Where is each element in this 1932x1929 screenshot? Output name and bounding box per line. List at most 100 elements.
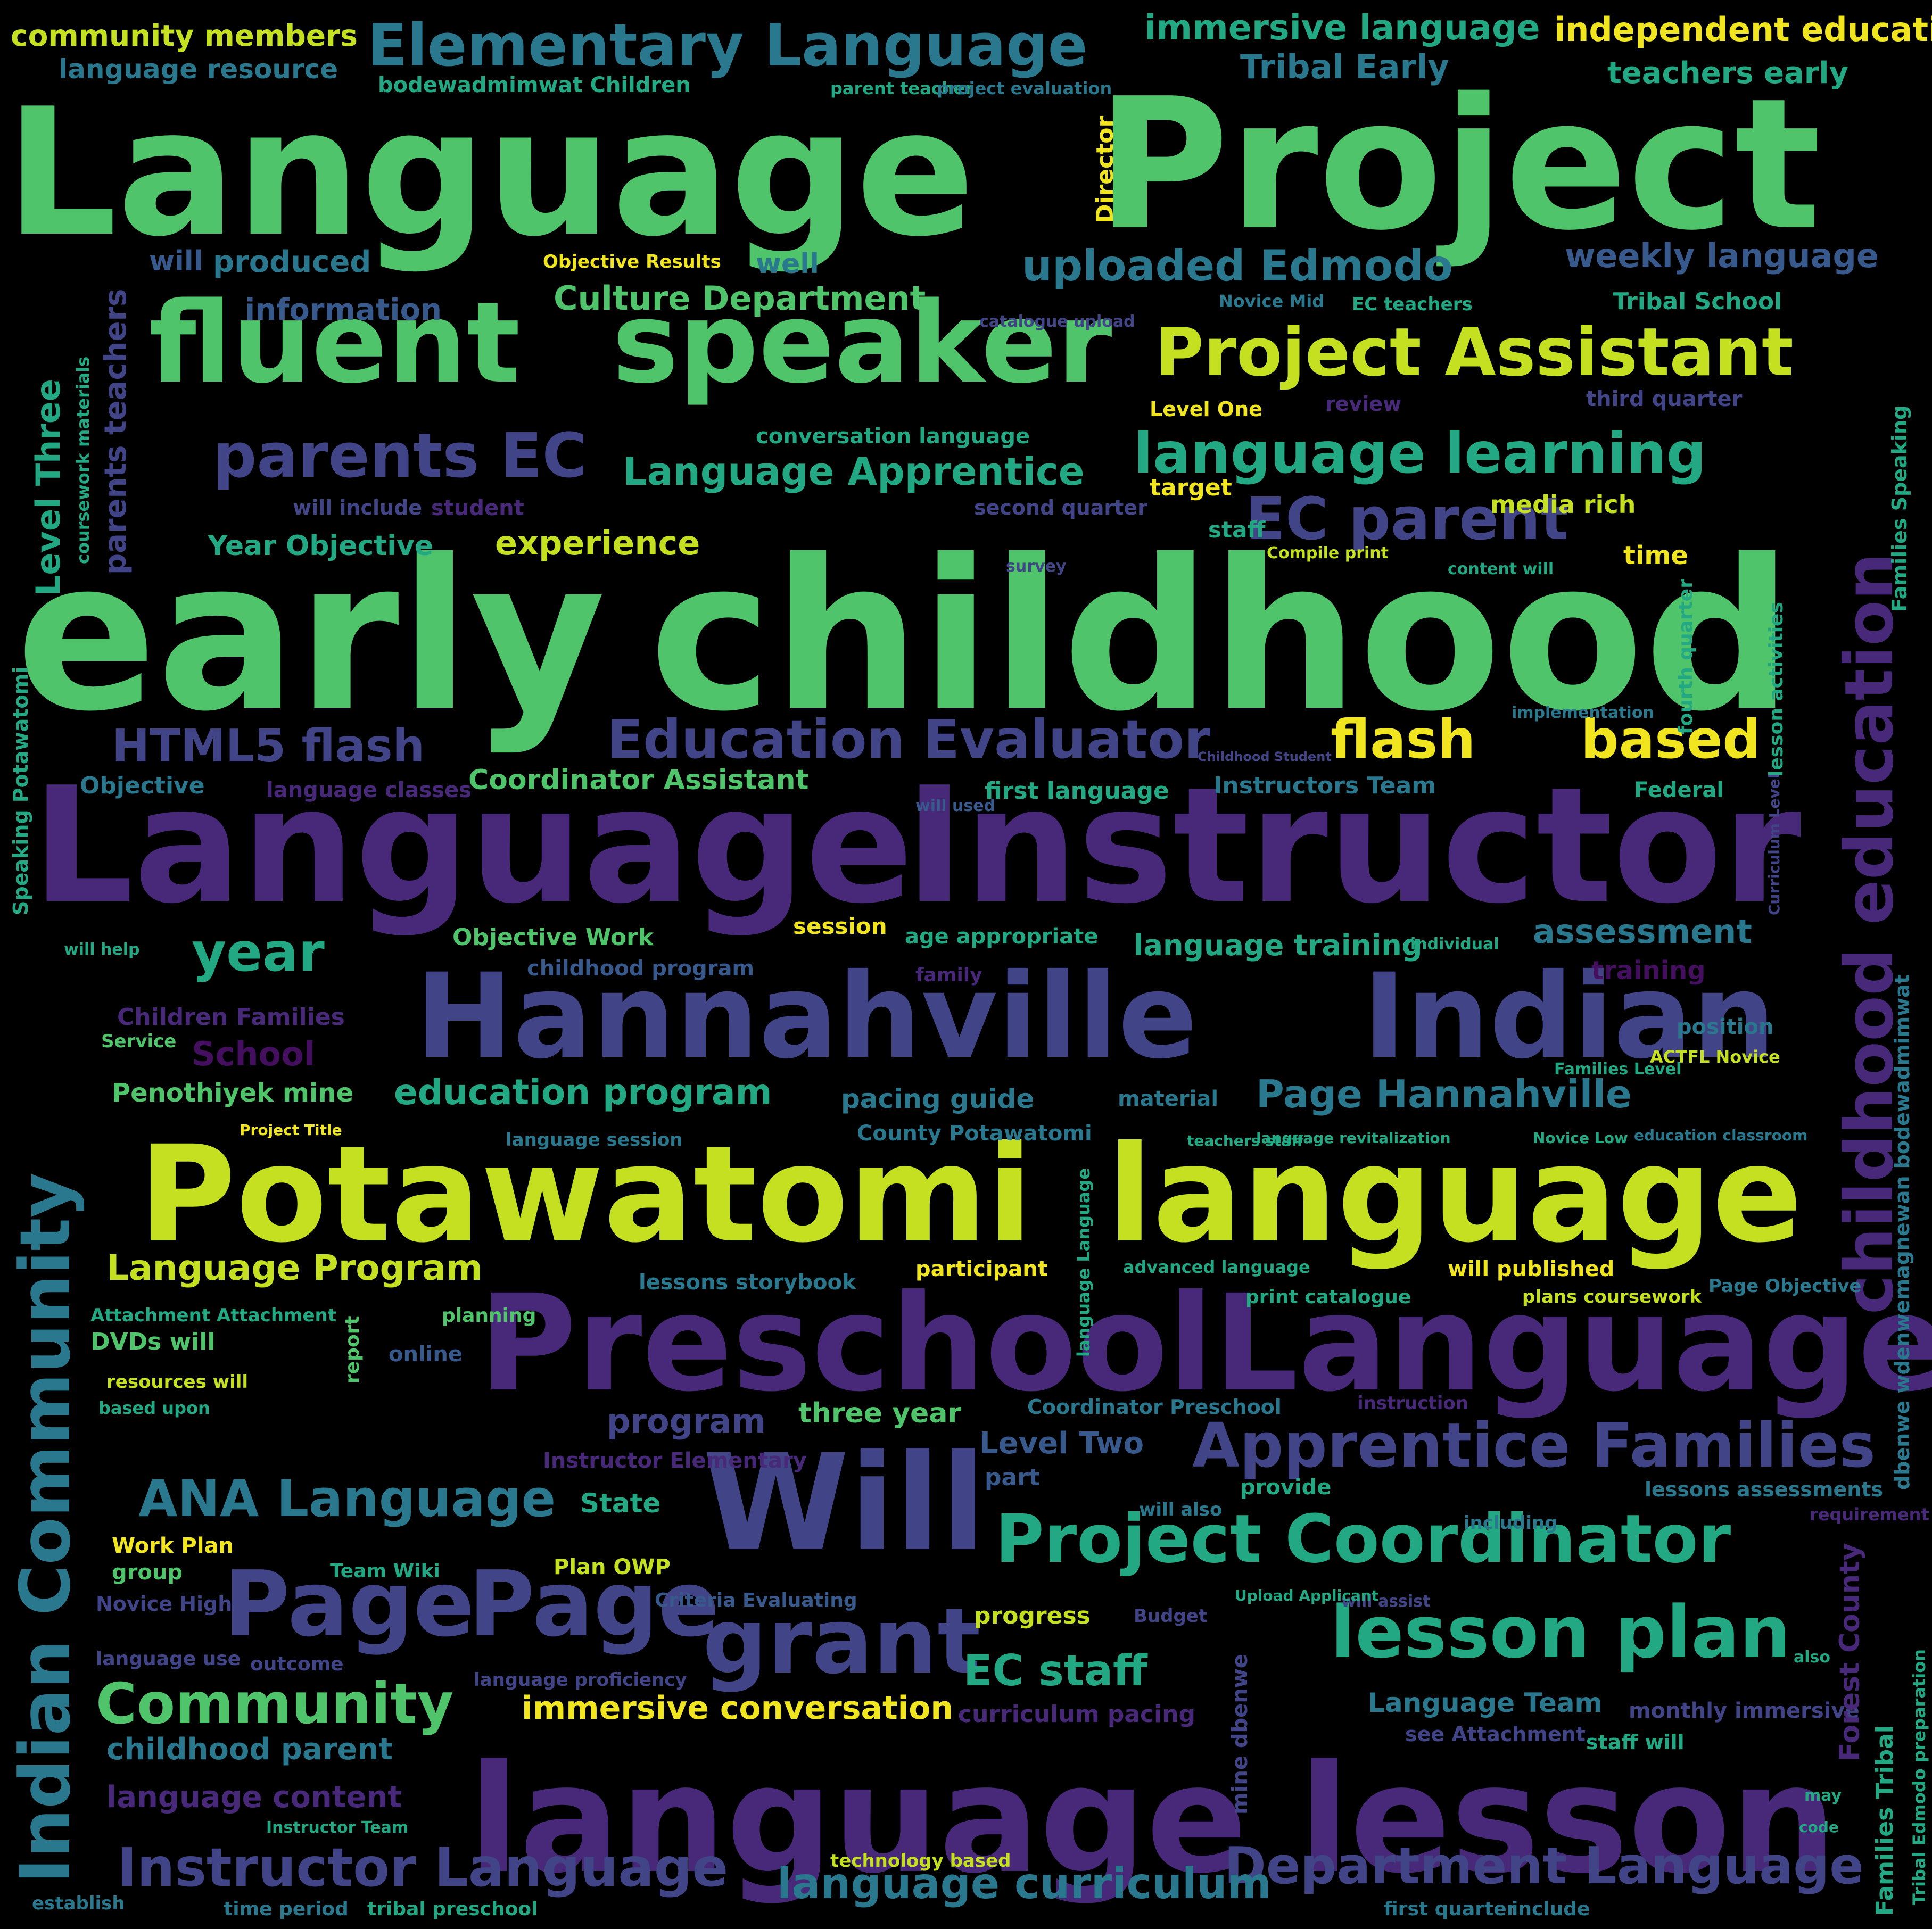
word: time bbox=[1623, 541, 1688, 570]
word: print catalogue bbox=[1245, 1286, 1411, 1308]
word: language Language bbox=[1074, 1168, 1094, 1357]
word: time period bbox=[224, 1898, 349, 1920]
word: Childhood Student bbox=[1198, 749, 1332, 764]
word: Instructor Language bbox=[117, 1836, 729, 1899]
word: Plan OWP bbox=[554, 1555, 671, 1579]
word: also bbox=[1794, 1648, 1830, 1667]
word: teachers staff bbox=[1187, 1132, 1303, 1149]
word: immersive language bbox=[1144, 8, 1540, 48]
word: staff bbox=[1208, 517, 1266, 543]
word: part bbox=[985, 1464, 1040, 1491]
word: Curriculum Level bbox=[1765, 773, 1783, 915]
word: Budget bbox=[1134, 1605, 1208, 1627]
word: teachers early bbox=[1607, 56, 1849, 90]
word: first quarter bbox=[1384, 1898, 1516, 1920]
word: information bbox=[245, 293, 442, 327]
word: Objective Work bbox=[452, 924, 654, 951]
word: fluent bbox=[149, 278, 521, 408]
word: resources will bbox=[106, 1371, 249, 1393]
word: HTML5 flash bbox=[112, 720, 425, 773]
word: education program bbox=[394, 1072, 772, 1113]
word: EC teachers bbox=[1352, 294, 1473, 315]
word: age appropriate bbox=[905, 924, 1099, 949]
word: Upload Applicant bbox=[1235, 1587, 1379, 1604]
word: Indian bbox=[1363, 948, 1776, 1084]
word: early bbox=[16, 515, 606, 757]
word: will published bbox=[1448, 1257, 1615, 1281]
word: planning bbox=[442, 1305, 536, 1327]
word: Indian Community bbox=[5, 1172, 86, 1884]
word: Page bbox=[468, 1552, 720, 1657]
word: School bbox=[192, 1034, 315, 1073]
word: Potawatomi bbox=[138, 1117, 1033, 1272]
word: report bbox=[342, 1315, 364, 1384]
word: Project Title bbox=[240, 1121, 342, 1139]
word: will include bbox=[293, 496, 423, 519]
word: Education Evaluator bbox=[607, 708, 1211, 771]
word: online bbox=[389, 1342, 463, 1367]
word: will used bbox=[915, 797, 996, 815]
word: tribal preschool bbox=[367, 1898, 538, 1920]
word: Year Objective bbox=[208, 530, 434, 562]
word: family bbox=[915, 964, 982, 986]
word: will help bbox=[64, 940, 140, 959]
word: flash bbox=[1331, 708, 1476, 771]
word: content will bbox=[1448, 560, 1554, 578]
word: may bbox=[1804, 1786, 1842, 1805]
word: parent teacher bbox=[830, 78, 974, 98]
word: Project bbox=[1096, 60, 1821, 270]
word: Instructors Team bbox=[1213, 772, 1436, 799]
word: County Potawatomi bbox=[857, 1121, 1092, 1146]
word: language content bbox=[106, 1780, 402, 1815]
word: Coordinator Assistant bbox=[468, 764, 809, 796]
word: see Attachment bbox=[1405, 1723, 1586, 1746]
word: well bbox=[756, 248, 819, 280]
word: Compile print bbox=[1267, 544, 1389, 562]
word: will bbox=[149, 245, 203, 277]
word: Will bbox=[703, 1426, 986, 1580]
word: language proficiency bbox=[474, 1669, 687, 1691]
word: Objective Results bbox=[543, 251, 721, 272]
word: Language bbox=[32, 753, 914, 939]
word: Elementary Language bbox=[367, 11, 1088, 79]
word: Novice Low bbox=[1533, 1129, 1628, 1147]
word: EC parent bbox=[1245, 485, 1568, 553]
word: Instructor Elementary bbox=[543, 1448, 807, 1473]
word: childhood parent bbox=[106, 1732, 393, 1767]
word: include bbox=[1512, 1898, 1590, 1920]
word: assessment bbox=[1533, 912, 1752, 951]
word: language revitalization bbox=[1256, 1129, 1451, 1147]
word: program bbox=[607, 1402, 766, 1440]
word: outcome bbox=[250, 1653, 344, 1675]
word: produced bbox=[213, 245, 371, 279]
word: Department Language bbox=[1224, 1837, 1864, 1895]
word: Criteria Evaluating bbox=[655, 1589, 857, 1611]
word: Preschool bbox=[479, 1266, 1214, 1421]
word: Penothiyek mine bbox=[112, 1078, 354, 1108]
word: code bbox=[1799, 1818, 1839, 1836]
word: immersive conversation bbox=[522, 1690, 954, 1727]
word: Instructor bbox=[905, 753, 1801, 939]
word: Page bbox=[224, 1552, 475, 1657]
word: lessons assessments bbox=[1645, 1478, 1884, 1501]
word: Director bbox=[1092, 115, 1119, 223]
word: Tribal School bbox=[1613, 288, 1782, 315]
word: language use bbox=[96, 1648, 241, 1670]
word: catalogue upload bbox=[979, 312, 1135, 331]
word: lesson plan bbox=[1331, 1591, 1791, 1674]
word: Language Apprentice bbox=[623, 449, 1085, 494]
word: project evaluation bbox=[937, 78, 1112, 98]
word: language session bbox=[506, 1129, 683, 1150]
word: experience bbox=[495, 524, 700, 562]
word: Families bbox=[1591, 1410, 1876, 1481]
word: DVDs will bbox=[90, 1328, 216, 1355]
word: language bbox=[468, 1733, 1248, 1907]
word: Language Team bbox=[1368, 1687, 1603, 1718]
word: Tribal Edmodo preparation bbox=[1909, 1649, 1929, 1905]
word: grant bbox=[703, 1589, 981, 1694]
word: based bbox=[1581, 708, 1761, 771]
word: ANA Language bbox=[138, 1470, 556, 1528]
word: bodewadmimwat Children bbox=[378, 73, 691, 97]
word: Hannahville bbox=[415, 948, 1198, 1084]
word: Instructor Team bbox=[266, 1818, 409, 1837]
